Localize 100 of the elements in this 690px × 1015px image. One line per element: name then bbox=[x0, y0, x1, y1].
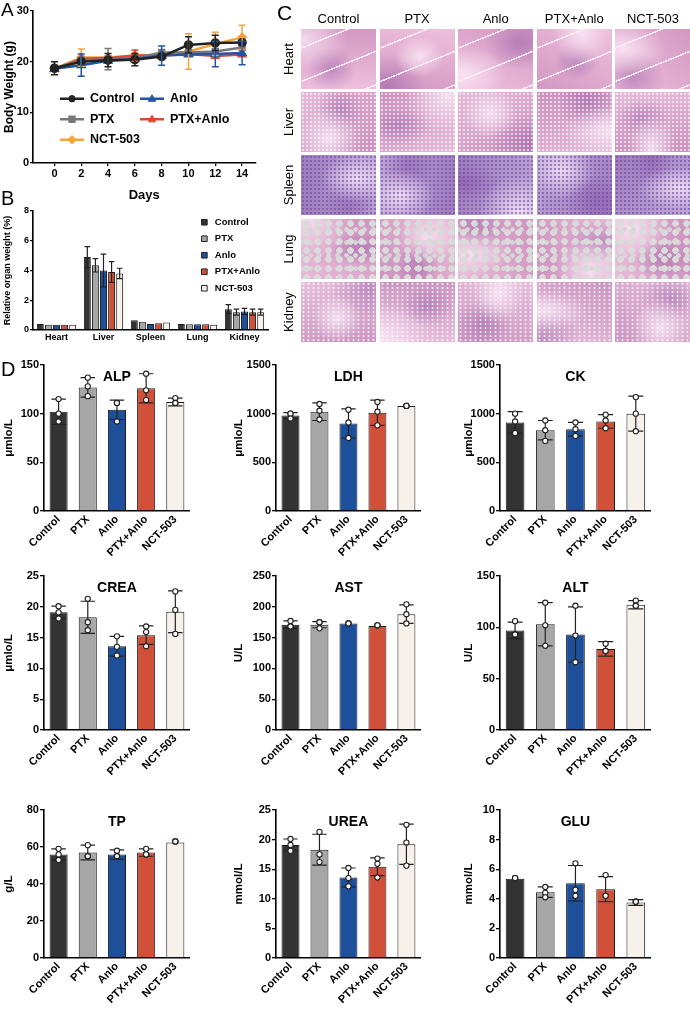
y-tick-label: 150 bbox=[20, 358, 39, 371]
y-tick-label: 60 bbox=[26, 840, 39, 853]
y-tick-label: 0 bbox=[32, 951, 39, 964]
legend-label: PTX+Anlo bbox=[214, 265, 261, 277]
category-label: Control bbox=[317, 11, 360, 26]
y-axis-title: μmlo/L bbox=[462, 419, 475, 457]
chart-title: ALP bbox=[102, 367, 131, 384]
x-tick-label: 8 bbox=[158, 166, 165, 179]
y-tick-label: 50 bbox=[482, 671, 495, 684]
chart-title: AST bbox=[334, 578, 363, 595]
y-tick-label: 0 bbox=[264, 951, 271, 964]
x-tick-label: 12 bbox=[209, 166, 222, 179]
y-tick-label: 80 bbox=[26, 803, 39, 816]
y-tick-label: 4 bbox=[488, 891, 496, 904]
y-tick-label: 150 bbox=[252, 630, 271, 643]
y-tick-label: 50 bbox=[258, 692, 271, 705]
y-tick-label: 25 bbox=[26, 569, 39, 582]
y-tick-label: 1000 bbox=[470, 406, 495, 419]
category-label: Lung bbox=[281, 234, 296, 264]
y-tick-label: 0 bbox=[264, 504, 271, 517]
y-axis-title: μmlo/L bbox=[2, 634, 15, 672]
x-tick-label: 0 bbox=[51, 166, 58, 179]
chart-title: CK bbox=[565, 367, 586, 384]
text: D bbox=[1, 358, 16, 380]
text: B bbox=[1, 187, 15, 209]
x-tick-label: 2 bbox=[78, 166, 85, 179]
legend-label: PTX bbox=[90, 111, 115, 126]
y-axis-title: μmlo/L bbox=[232, 419, 245, 457]
y-tick-label: 4 bbox=[23, 264, 29, 275]
y-axis-title: Body Weight (g) bbox=[1, 41, 16, 133]
y-tick-label: 1000 bbox=[246, 406, 271, 419]
y-tick-label: 250 bbox=[252, 569, 271, 582]
category-label: Heart bbox=[281, 42, 296, 75]
y-tick-label: 40 bbox=[26, 877, 39, 890]
y-tick-label: 0 bbox=[22, 156, 29, 169]
x-axis-title: Days bbox=[128, 186, 160, 202]
y-tick-label: 0 bbox=[32, 504, 39, 517]
y-tick-label: 1500 bbox=[246, 358, 271, 371]
legend-label: PTX bbox=[214, 232, 235, 244]
chart-title: UREA bbox=[328, 812, 369, 829]
y-tick-label: 8 bbox=[23, 205, 29, 216]
y-tick-label: 5 bbox=[32, 692, 39, 705]
category-label: Anlo bbox=[482, 11, 509, 26]
y-tick-label: 150 bbox=[476, 569, 495, 582]
x-tick-label: Lung bbox=[186, 331, 209, 342]
y-tick-label: 0 bbox=[488, 951, 495, 964]
category-label: Liver bbox=[281, 107, 296, 137]
y-tick-label: 1500 bbox=[470, 358, 495, 371]
chart-title: TP bbox=[108, 812, 126, 829]
y-tick-label: 2 bbox=[23, 294, 29, 305]
y-axis-title: μmlo/L bbox=[2, 419, 15, 457]
y-axis-title: U/L bbox=[232, 643, 245, 663]
category-label: PTX+Anlo bbox=[544, 11, 604, 26]
y-tick-label: 100 bbox=[20, 406, 39, 419]
legend-label: NCT-503 bbox=[214, 281, 253, 293]
y-tick-label: 6 bbox=[488, 862, 495, 875]
y-tick-label: 0 bbox=[32, 723, 39, 736]
y-tick-label: 0 bbox=[488, 504, 495, 517]
y-tick-label: 15 bbox=[26, 630, 39, 643]
y-tick-label: 5 bbox=[264, 921, 271, 934]
category-label: PTX bbox=[404, 11, 430, 26]
y-tick-label: 20 bbox=[258, 832, 271, 845]
y-tick-label: 20 bbox=[26, 914, 39, 927]
legend-label: Control bbox=[214, 215, 249, 227]
y-tick-label: 200 bbox=[252, 599, 271, 612]
text: A bbox=[1, 0, 14, 20]
y-tick-label: 10 bbox=[16, 105, 29, 118]
y-tick-label: 10 bbox=[482, 803, 495, 816]
y-tick-label: 50 bbox=[26, 455, 39, 468]
y-axis-title: g/L bbox=[2, 875, 15, 893]
chart-title: CREA bbox=[97, 578, 137, 595]
x-tick-label: 6 bbox=[131, 166, 138, 179]
x-tick-label: Liver bbox=[92, 331, 115, 342]
legend-label: NCT-503 bbox=[90, 132, 141, 147]
y-tick-label: 0 bbox=[23, 324, 29, 335]
chart-title: LDH bbox=[334, 367, 363, 384]
y-tick-label: 20 bbox=[26, 599, 39, 612]
x-tick-label: 4 bbox=[105, 166, 112, 179]
legend-label: PTX+Anlo bbox=[170, 111, 230, 126]
y-tick-label: 10 bbox=[258, 891, 271, 904]
x-tick-label: 14 bbox=[235, 166, 250, 179]
legend-label: Control bbox=[90, 91, 135, 106]
chart-title: GLU bbox=[560, 812, 591, 829]
y-tick-label: 8 bbox=[488, 832, 495, 845]
x-tick-label: Kidney bbox=[229, 331, 260, 342]
y-tick-label: 100 bbox=[252, 661, 271, 674]
category-label: NCT-503 bbox=[626, 11, 679, 26]
chart-title: ALT bbox=[562, 578, 589, 595]
x-tick-label: 10 bbox=[182, 166, 195, 179]
legend-label: Anlo bbox=[170, 91, 199, 106]
y-tick-label: 2 bbox=[488, 921, 495, 934]
x-tick-label: Heart bbox=[44, 331, 69, 342]
y-tick-label: 10 bbox=[26, 661, 39, 674]
text: C bbox=[277, 1, 293, 24]
y-tick-label: 20 bbox=[16, 54, 29, 67]
y-tick-label: 500 bbox=[476, 455, 495, 468]
y-tick-label: 100 bbox=[476, 620, 495, 633]
legend-label: Anlo bbox=[214, 248, 237, 260]
y-axis-title: mmol/L bbox=[462, 863, 475, 905]
y-tick-label: 0 bbox=[264, 723, 271, 736]
